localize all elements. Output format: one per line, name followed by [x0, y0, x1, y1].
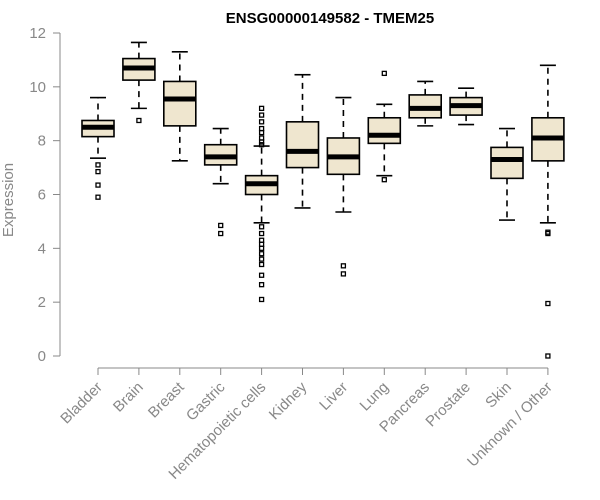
- outlier-point: [545, 300, 551, 307]
- outlier-point: [381, 70, 387, 77]
- outlier-point: [258, 224, 265, 230]
- chart-title: ENSG00000149582 - TMEM25: [226, 10, 434, 27]
- y-tick-label: 0: [38, 348, 46, 365]
- outlier-point: [340, 271, 347, 277]
- outlier-point: [258, 272, 265, 278]
- outlier-point: [545, 230, 551, 237]
- outlier-point: [95, 182, 101, 188]
- box-group: [326, 96, 361, 277]
- outlier-point: [381, 177, 387, 183]
- box-group: [81, 96, 115, 200]
- x-tick-label: Brain: [110, 379, 147, 416]
- box-group: [122, 41, 156, 124]
- box-group: [203, 127, 238, 237]
- outlier-point: [258, 296, 265, 303]
- y-tick-label: 8: [38, 133, 46, 150]
- outlier-point: [258, 230, 265, 237]
- outlier-point: [258, 119, 265, 125]
- iqr-box: [285, 121, 320, 169]
- iqr-box: [367, 116, 402, 145]
- outlier-point: [95, 194, 101, 200]
- outlier-point: [545, 353, 551, 359]
- box-group: [163, 51, 197, 162]
- box-group: [367, 70, 402, 183]
- x-tick-label: Bladder: [57, 379, 106, 428]
- outlier-point: [258, 112, 265, 118]
- plot-area: [81, 41, 565, 359]
- outlier-point: [258, 129, 265, 136]
- y-tick-label: 6: [38, 187, 46, 204]
- outlier-point: [136, 117, 142, 124]
- outlier-point: [218, 222, 224, 229]
- box-group: [490, 127, 524, 221]
- x-tick-label: Lung: [357, 379, 393, 415]
- outlier-point: [258, 105, 265, 112]
- box-group: [531, 64, 565, 359]
- outlier-point: [258, 282, 265, 288]
- outlier-point: [218, 230, 224, 237]
- iqr-box: [490, 146, 524, 180]
- outlier-point: [258, 251, 265, 257]
- outlier-point: [258, 142, 265, 148]
- x-tick-label: Kidney: [266, 378, 311, 423]
- outlier-point: [95, 162, 101, 168]
- outlier-point: [258, 256, 265, 262]
- y-tick-label: 2: [38, 294, 46, 311]
- x-tick-label: Skin: [482, 379, 515, 412]
- outlier-point: [258, 261, 265, 268]
- y-tick-label: 12: [29, 25, 46, 42]
- y-axis: 0 2 4 6 8 10 12: [29, 25, 61, 365]
- x-tick-label: Prostate: [422, 379, 474, 431]
- y-tick-label: 4: [38, 240, 46, 257]
- iqr-box: [163, 80, 197, 127]
- x-tick-label: Liver: [316, 379, 351, 414]
- outlier-point: [95, 168, 101, 175]
- box-group: [449, 87, 483, 126]
- x-tick-label: Breast: [145, 378, 188, 421]
- box-group: [408, 80, 443, 127]
- outlier-point: [258, 245, 265, 251]
- outlier-point: [340, 263, 347, 269]
- outlier-point: [258, 139, 265, 145]
- box-group: [285, 73, 320, 209]
- y-axis-label: Expression: [0, 163, 17, 237]
- y-tick-label: 10: [29, 79, 46, 96]
- box-group: [244, 105, 279, 303]
